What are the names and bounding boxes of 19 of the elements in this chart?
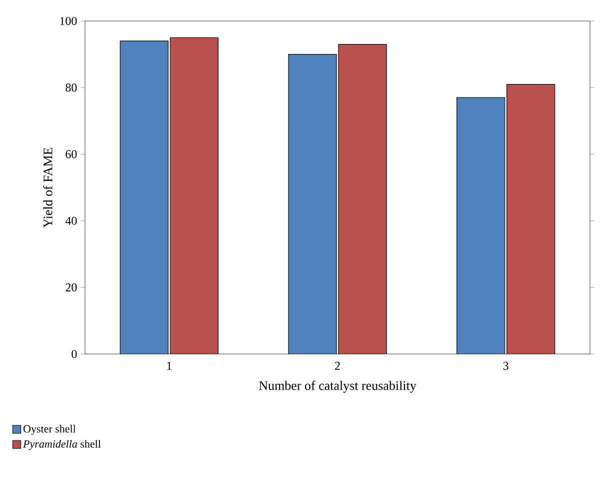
legend-label: Pyramidella shell xyxy=(22,440,101,450)
x-tick-label: 1 xyxy=(167,362,172,370)
x-tick-label: 2 xyxy=(335,362,340,370)
bar xyxy=(338,44,387,354)
y-tick-label: 0 xyxy=(72,350,77,358)
y-tick-label: 100 xyxy=(60,16,77,26)
bar xyxy=(506,84,556,354)
y-tick-label: 40 xyxy=(65,216,77,225)
y-axis-title: Yield of FAME xyxy=(43,148,52,228)
x-axis-title: Number of catalyst reusability xyxy=(259,380,416,393)
y-tick-label: 80 xyxy=(66,84,77,92)
bar xyxy=(120,40,168,354)
legend-label: Oyster shell xyxy=(24,424,76,435)
y-tick-label: 60 xyxy=(66,150,77,158)
x-tick-label: 3 xyxy=(503,362,508,370)
bar xyxy=(170,37,218,354)
bar xyxy=(288,54,337,354)
bar xyxy=(456,97,506,354)
y-tick-label: 20 xyxy=(66,283,77,292)
